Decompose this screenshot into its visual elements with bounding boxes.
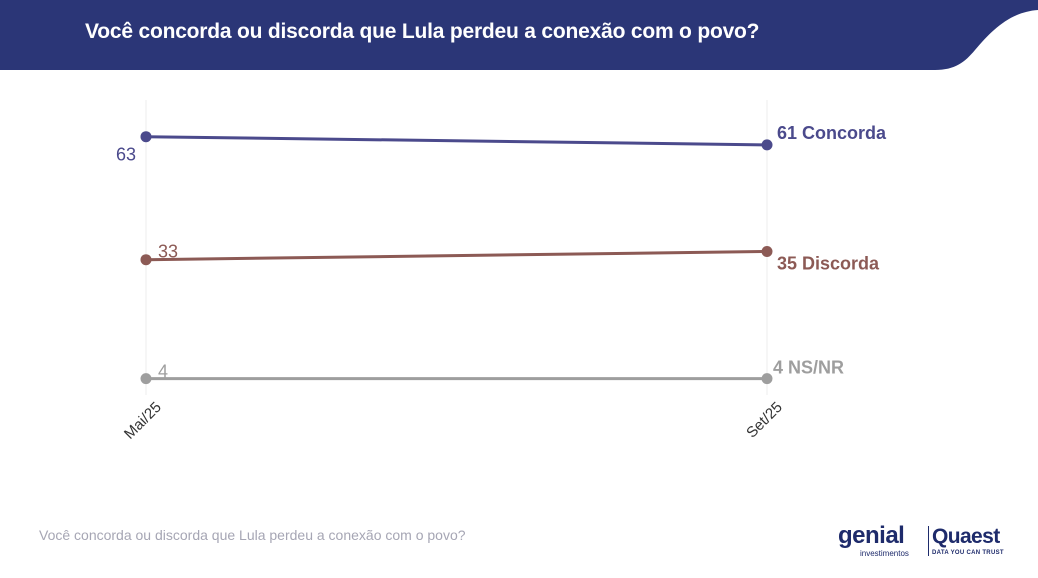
header-background: [0, 0, 1038, 70]
quaest-logo: Quaest: [932, 525, 1000, 548]
logo-divider: [928, 526, 929, 556]
header-banner: Você concorda ou discorda que Lula perde…: [0, 0, 1038, 70]
data-point: [761, 246, 773, 257]
data-point: [140, 131, 152, 143]
data-point: [761, 139, 773, 151]
line-chart: Mai/25 Set/25 63 61 Concorda 33 35 Discorda 4 4…: [116, 100, 887, 443]
quaest-tagline: DATA YOU CAN TRUST: [932, 550, 1004, 556]
data-point: [140, 254, 152, 266]
header-shape: [0, 0, 1038, 70]
series-line-concorda: [145, 135, 768, 147]
x-tick-label: Mai/25: [121, 399, 165, 443]
data-label-start: 33: [158, 242, 178, 262]
genial-logo: genial: [838, 522, 905, 549]
data-label-start: 63: [116, 145, 136, 165]
series-line-discorda: [145, 250, 768, 262]
data-label-start: 4: [158, 362, 168, 382]
data-point: [761, 373, 773, 385]
data-label-end: 61 Concorda: [777, 123, 887, 143]
genial-tagline: investimentos: [860, 549, 909, 558]
page-title: Você concorda ou discorda que Lula perde…: [85, 20, 760, 43]
data-label-end: 4 NS/NR: [773, 358, 844, 378]
data-point: [140, 373, 152, 385]
data-label-end: 35 Discorda: [777, 254, 880, 274]
logo-area: genial investimentos Quaest DATA YOU CAN…: [838, 522, 1013, 562]
x-tick-label: Set/25: [743, 399, 786, 442]
footer-question: Você concorda ou discorda que Lula perde…: [39, 527, 466, 543]
